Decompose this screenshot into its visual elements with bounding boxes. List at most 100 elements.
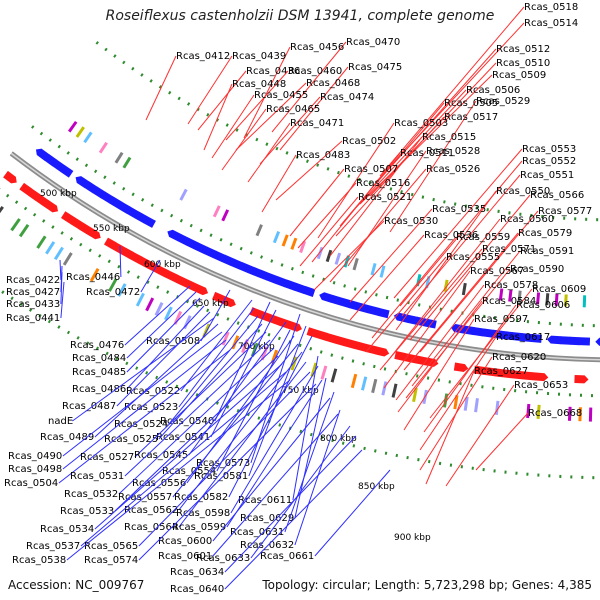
gene-label: Rcas_0503 [394, 118, 448, 129]
gene-label: Rcas_0597 [474, 314, 528, 325]
gene-label: Rcas_0564 [124, 522, 178, 533]
outer-feature-bar [412, 387, 418, 403]
outer-feature-bar [53, 246, 64, 261]
reverse-gene-arrow [300, 286, 316, 297]
gene-label: Rcas_0515 [422, 132, 476, 143]
label-leader-line [187, 55, 233, 125]
gene-label: Rcas_0559 [456, 232, 510, 243]
topology-text: Topology: circular; Length: 5,723,298 bp… [262, 578, 592, 592]
label-leader-line [425, 370, 475, 485]
scale-label: 500 kbp [40, 189, 77, 199]
label-leader-line [248, 325, 307, 477]
gene-label: Rcas_0606 [516, 300, 570, 311]
label-leader-line [403, 232, 519, 371]
gene-label: Rcas_0629 [240, 513, 294, 524]
scale-label: 550 kbp [93, 224, 130, 234]
gene-label: Rcas_0518 [524, 2, 578, 13]
outer-feature-bar [371, 378, 378, 394]
label-leader-line [216, 329, 291, 472]
label-leader-line [230, 365, 319, 514]
label-leader-line [172, 343, 299, 498]
gene-label: Rcas_0598 [176, 508, 230, 519]
gene-label: Rcas_0427 [6, 287, 60, 298]
forward-gene-arrow [534, 372, 549, 382]
outer-feature-bar [578, 407, 582, 422]
inner-feature-bar [281, 234, 289, 247]
label-leader-line [347, 150, 427, 267]
map-title: Roseiflexus castenholzii DSM 13941, comp… [105, 8, 495, 24]
gene-label: Rcas_0502 [342, 136, 396, 147]
gene-label: Rcas_0591 [520, 246, 574, 257]
gene-label: Rcas_0565 [84, 541, 138, 552]
gene-label: Rcas_0498 [8, 464, 62, 475]
label-leader-line [393, 148, 523, 299]
reverse-gene-arrow [546, 335, 562, 345]
inner-feature-bar [352, 257, 359, 271]
gene-label: Rcas_0566 [530, 190, 584, 201]
label-leader-line [119, 245, 122, 278]
gene-label: Rcas_0505 [444, 98, 498, 109]
outer-feature-bar [231, 335, 240, 350]
gene-label: Rcas_0508 [146, 336, 200, 347]
inner-feature-bar [545, 293, 550, 306]
gene-label: Rcas_0579 [518, 228, 572, 239]
outer-feature-bar [117, 283, 127, 297]
label-leader-line [138, 371, 311, 547]
inner-feature-bar [564, 294, 568, 307]
outer-feature-bar [154, 302, 164, 316]
gene-label: Rcas_0584 [482, 296, 536, 307]
label-leader-line [124, 285, 191, 346]
outer-feature-bar [381, 381, 388, 396]
reverse-gene-arrow [527, 334, 542, 343]
label-leader-line [235, 82, 307, 151]
outer-feature-bar [320, 365, 328, 380]
gene-label: Rcas_0455 [254, 90, 308, 101]
gene-label: Rcas_0556 [132, 478, 186, 489]
reverse-gene-arrow [517, 333, 533, 343]
gene-label: Rcas_0483 [296, 150, 350, 161]
label-leader-line [168, 315, 259, 425]
label-leader-line [329, 168, 427, 283]
outer-feature-bar [526, 403, 531, 419]
inner-feature-bar [290, 237, 298, 250]
gene-label: Rcas_0555 [446, 252, 500, 263]
gene-label: Rcas_0422 [6, 275, 60, 286]
gene-label: Rcas_0517 [444, 112, 498, 123]
outer-feature-bar [62, 252, 73, 266]
gene-label: Rcas_0506 [466, 85, 520, 96]
inner-feature-bar [334, 252, 342, 265]
gene-label: Rcas_0531 [70, 471, 124, 482]
gene-label: Rcas_0562 [124, 505, 178, 516]
forward-gene-arrow [44, 200, 59, 213]
scale-label: 750 kbp [282, 386, 319, 396]
reverse-gene-arrow [479, 328, 494, 338]
label-leader-line [403, 318, 475, 431]
label-leader-line [126, 297, 201, 373]
inner-feature-bar [554, 293, 559, 306]
inner-feature-bar [316, 246, 324, 260]
label-leader-line [389, 100, 477, 233]
scale-label: 600 kbp [144, 260, 181, 270]
outer-feature-bar [45, 241, 56, 255]
gene-label: Rcas_0510 [496, 58, 550, 69]
label-leader-line [62, 339, 227, 470]
outer-feature-bar [360, 376, 368, 391]
gene-label: Rcas_0446 [66, 272, 120, 283]
outer-feature-bar [18, 223, 30, 238]
label-leader-line [335, 116, 445, 237]
outer-feature-bar [442, 393, 449, 408]
gene-label: Rcas_0460 [288, 66, 342, 77]
inner-feature-bar [98, 141, 108, 154]
label-leader-line [243, 46, 291, 139]
label-leader-line [126, 291, 197, 359]
gene-label: Rcas_0609 [532, 284, 586, 295]
forward-gene-arrow [86, 227, 101, 240]
inner-feature-bar [299, 240, 307, 254]
outer-feature-bar [108, 278, 118, 292]
dotted-ring [0, 288, 600, 480]
inner-feature-bar [114, 151, 124, 164]
gene-label: Rcas_0552 [522, 156, 576, 167]
outer-feature-bar [391, 383, 398, 398]
forward-gene-arrow [27, 188, 42, 201]
label-leader-line [224, 435, 357, 573]
